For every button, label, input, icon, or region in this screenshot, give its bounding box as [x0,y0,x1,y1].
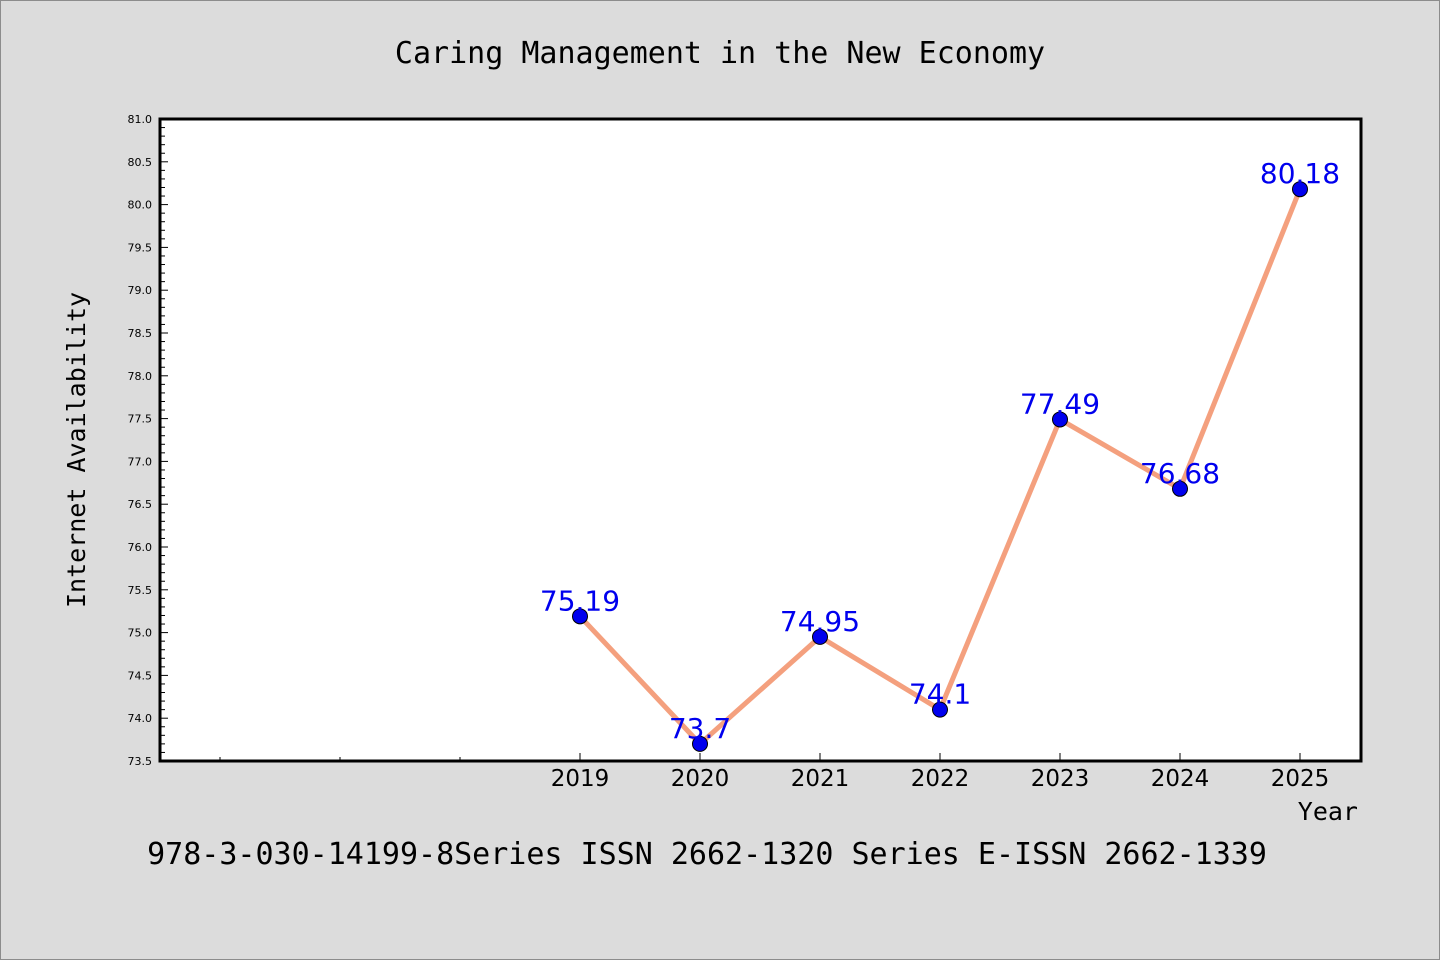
y-tick-label: 74.5 [128,669,153,682]
plot-area [158,117,1363,763]
x-tick-label: 2025 [1271,766,1330,792]
y-tick-label: 80.0 [128,199,153,212]
y-axis-label: Internet Availability [62,292,91,608]
x-tick-label: 2021 [791,766,850,792]
y-tick-label: 75.0 [128,627,153,640]
y-tick-label: 77.5 [128,413,153,426]
y-tick-label: 79.5 [128,241,153,254]
data-point [1052,411,1068,428]
data-labels: 75.19 73.7 74.95 74.1 77.49 76.68 80.18 [540,157,1340,745]
data-point [572,608,588,625]
y-axis: 73.5 74.0 74.5 75.0 75.5 76.0 76.5 77.0 77.5 78.0… [128,113,168,768]
data-point [1292,181,1308,198]
data-label: 75.19 [540,584,620,617]
data-label: 74.95 [780,605,860,638]
data-point [1172,480,1188,497]
x-tick-label: 2020 [671,766,730,792]
data-point [932,701,948,718]
x-axis: 2019 2020 2021 2022 2023 2024 2025 [219,753,1330,792]
data-label: 80.18 [1260,157,1340,190]
y-tick-label: 80.5 [128,156,153,169]
data-label: 74.1 [909,678,971,711]
y-tick-label: 77.0 [128,455,153,468]
y-tick-label: 76.0 [128,541,153,554]
y-tick-label: 76.5 [128,498,153,511]
series-markers [572,181,1308,752]
data-label: 73.7 [669,712,731,745]
y-tick-label: 73.5 [128,755,153,768]
data-label: 77.49 [1020,387,1100,420]
x-tick-label: 2022 [911,766,970,792]
data-label: 76.68 [1140,457,1220,490]
y-tick-label: 78.5 [128,327,153,340]
data-point [692,735,708,752]
x-axis-label: Year [1298,797,1358,826]
x-tick-label: 2023 [1031,766,1090,792]
footer-text: 978-3-030-14199-8Series ISSN 2662-1320 S… [147,837,1267,872]
y-tick-label: 81.0 [128,113,153,126]
chart-title: Caring Management in the New Economy [395,36,1045,71]
y-tick-label: 78.0 [128,370,153,383]
y-tick-label: 79.0 [128,284,153,297]
y-tick-label: 75.5 [128,584,153,597]
data-point [812,628,828,645]
y-tick-label: 74.0 [128,712,153,725]
x-tick-label: 2024 [1151,766,1210,792]
x-tick-label: 2019 [551,766,610,792]
